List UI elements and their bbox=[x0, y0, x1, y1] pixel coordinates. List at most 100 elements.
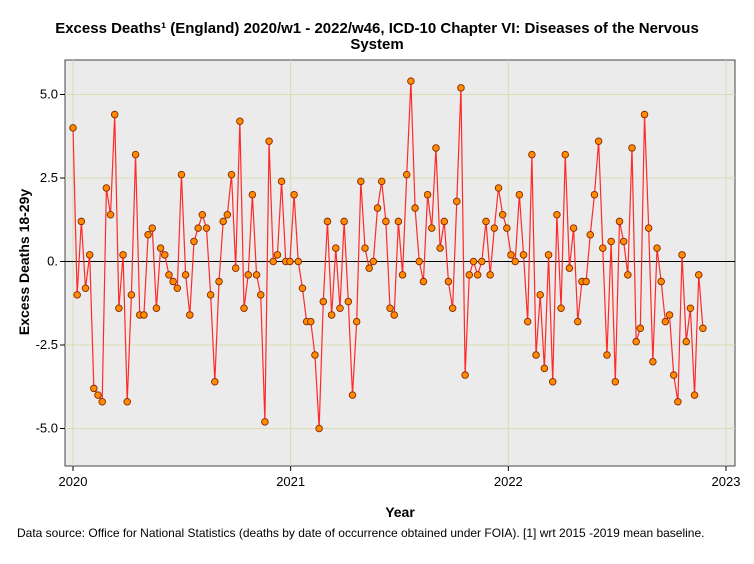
data-point bbox=[277, 177, 286, 186]
data-point bbox=[699, 324, 707, 333]
data-point bbox=[653, 244, 661, 252]
data-point bbox=[140, 311, 148, 319]
data-point bbox=[73, 291, 81, 299]
data-point bbox=[244, 271, 252, 279]
data-point bbox=[402, 170, 411, 179]
data-point bbox=[327, 311, 336, 319]
data-point bbox=[661, 317, 670, 326]
data-point bbox=[528, 150, 536, 159]
data-point bbox=[478, 257, 486, 266]
data-point bbox=[398, 271, 407, 279]
data-point bbox=[102, 184, 111, 192]
data-point bbox=[665, 311, 674, 319]
x-axis-ticks: 2020 2021 2022 2023 bbox=[59, 466, 740, 489]
data-point bbox=[273, 251, 282, 259]
data-point bbox=[536, 291, 544, 299]
data-point bbox=[457, 84, 465, 92]
y-tick-label: 5.0 bbox=[40, 87, 58, 102]
data-point bbox=[307, 317, 315, 326]
data-point bbox=[448, 304, 457, 313]
data-point bbox=[240, 304, 248, 313]
data-point bbox=[198, 210, 207, 219]
data-point bbox=[498, 210, 507, 219]
data-point bbox=[161, 251, 169, 259]
data-point bbox=[311, 351, 319, 359]
chart-title-line2: System bbox=[350, 36, 403, 53]
data-point bbox=[119, 251, 127, 259]
data-point bbox=[619, 237, 628, 246]
data-point bbox=[106, 210, 115, 219]
data-point bbox=[290, 190, 298, 199]
data-point bbox=[607, 237, 615, 246]
data-point bbox=[636, 324, 645, 333]
data-point bbox=[165, 271, 173, 279]
data-point bbox=[148, 224, 157, 232]
data-point bbox=[90, 384, 98, 393]
data-point bbox=[206, 291, 215, 299]
data-point bbox=[494, 184, 503, 192]
data-point bbox=[519, 251, 528, 259]
data-point bbox=[252, 271, 261, 279]
data-point bbox=[490, 224, 499, 232]
data-point bbox=[202, 224, 211, 232]
data-point bbox=[94, 391, 102, 399]
data-point bbox=[340, 217, 348, 226]
data-point bbox=[248, 190, 257, 199]
data-point bbox=[678, 251, 686, 259]
data-point bbox=[411, 204, 419, 212]
data-point bbox=[382, 217, 390, 226]
data-point bbox=[336, 304, 344, 313]
series-line-group bbox=[72, 80, 704, 430]
data-point bbox=[461, 371, 469, 379]
data-point bbox=[440, 217, 449, 226]
data-point bbox=[582, 277, 590, 286]
data-point bbox=[544, 251, 553, 259]
series-line bbox=[72, 80, 704, 430]
data-point bbox=[694, 271, 703, 279]
data-point bbox=[682, 337, 690, 346]
data-point bbox=[169, 277, 177, 286]
data-point bbox=[644, 224, 653, 232]
data-point bbox=[444, 277, 453, 286]
data-point bbox=[315, 424, 323, 433]
data-point bbox=[352, 317, 361, 326]
data-point bbox=[594, 137, 603, 146]
data-point bbox=[415, 257, 423, 266]
data-point bbox=[115, 304, 123, 313]
data-point bbox=[223, 210, 232, 219]
data-point bbox=[603, 351, 611, 359]
footnote: Data source: Office for National Statist… bbox=[17, 526, 705, 540]
y-axis-label: Excess Deaths 18-29y bbox=[16, 189, 32, 336]
data-point bbox=[369, 257, 378, 266]
data-point bbox=[503, 224, 511, 232]
data-point bbox=[423, 190, 432, 199]
data-point bbox=[219, 217, 227, 226]
data-point bbox=[186, 311, 194, 319]
data-point bbox=[690, 391, 699, 399]
data-point bbox=[632, 337, 640, 346]
data-point bbox=[365, 264, 373, 272]
data-point bbox=[453, 197, 461, 206]
data-point bbox=[348, 391, 357, 399]
data-point bbox=[211, 377, 219, 386]
y-tick-label: -2.5 bbox=[36, 337, 58, 352]
data-point bbox=[227, 170, 236, 179]
x-tick-label: 2021 bbox=[276, 474, 305, 489]
data-point bbox=[657, 277, 665, 286]
data-point bbox=[586, 231, 595, 239]
chart-title-line1: Excess Deaths¹ (England) 2020/w1 - 2022/… bbox=[55, 20, 699, 37]
data-point bbox=[152, 304, 161, 313]
data-point bbox=[469, 257, 478, 266]
data-point bbox=[344, 297, 353, 306]
data-point bbox=[269, 257, 277, 266]
data-point bbox=[357, 177, 365, 186]
data-point bbox=[81, 284, 90, 292]
data-point bbox=[386, 304, 394, 313]
data-point bbox=[373, 204, 382, 212]
data-point bbox=[323, 217, 332, 226]
data-point bbox=[419, 277, 428, 286]
y-axis-ticks: 5.0 2.5 0. -2.5 -5.0 bbox=[36, 87, 65, 436]
data-point bbox=[407, 77, 415, 85]
data-point bbox=[181, 271, 190, 279]
